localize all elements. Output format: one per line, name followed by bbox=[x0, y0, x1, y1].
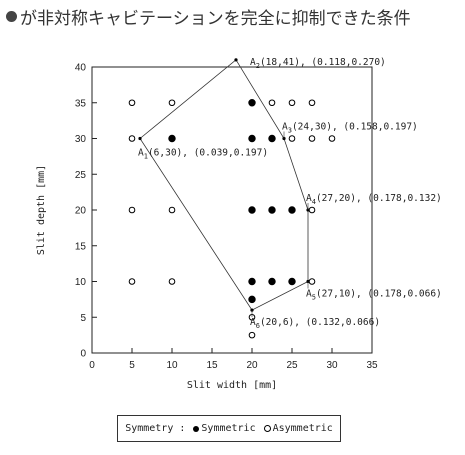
y-tick-label: 20 bbox=[75, 206, 87, 217]
boundary-region bbox=[138, 58, 310, 312]
symmetric-point bbox=[248, 134, 256, 143]
asymmetric-point bbox=[248, 331, 256, 339]
asymmetric-point bbox=[168, 206, 176, 214]
asymmetric-point bbox=[168, 99, 176, 107]
symmetric-point bbox=[268, 206, 276, 214]
chart-legend: Symmetry : Symmetric Asymmetric bbox=[117, 415, 341, 442]
symmetric-point bbox=[168, 134, 176, 143]
symmetric-point bbox=[288, 277, 296, 286]
symmetric-point bbox=[288, 206, 296, 214]
x-tick-label: 20 bbox=[246, 360, 258, 371]
x-tick-label: 15 bbox=[206, 360, 218, 371]
x-axis-label: Slit width [mm] bbox=[187, 380, 277, 391]
x-tick-label: 25 bbox=[286, 360, 298, 371]
y-tick-label: 15 bbox=[75, 241, 87, 252]
asymmetric-point bbox=[308, 206, 316, 214]
vertex-label: A1(6,30), (0.039,0.197) bbox=[138, 148, 268, 161]
symmetric-point bbox=[268, 134, 276, 143]
symmetric-point bbox=[248, 277, 256, 286]
vertex-label: A2(18,41), (0.118,0.270) bbox=[250, 57, 386, 70]
y-tick-label: 30 bbox=[75, 134, 87, 145]
vertex-label: A6(20,6), (0.132,0.066) bbox=[250, 317, 380, 330]
legend-asymmetric-label: Asymmetric bbox=[272, 423, 333, 434]
asymmetric-point bbox=[288, 99, 296, 107]
asymmetric-point bbox=[308, 135, 316, 142]
legend-prefix: Symmetry : bbox=[125, 423, 186, 434]
x-axis: 0 5 10 15 20 25 30 35 bbox=[89, 348, 378, 371]
vertex-label: A5(27,10), (0.178,0.066) bbox=[306, 289, 442, 302]
x-tick-label: 5 bbox=[129, 360, 135, 371]
symmetric-point bbox=[248, 295, 256, 304]
boundary-polygon bbox=[139, 59, 309, 311]
data-points bbox=[128, 99, 336, 339]
asymmetric-point bbox=[128, 99, 136, 107]
vertex-label: A3(24,30), (0.158,0.197) bbox=[282, 122, 418, 135]
legend-symmetric-label: Symmetric bbox=[201, 423, 256, 434]
y-tick-label: 40 bbox=[75, 63, 87, 74]
symmetric-point bbox=[248, 99, 256, 107]
y-axis-label: Slit depth [mm] bbox=[36, 165, 47, 255]
symmetric-point bbox=[268, 277, 276, 286]
legend-symmetric-marker bbox=[193, 425, 200, 432]
boundary-vertex bbox=[138, 136, 142, 141]
y-tick-label: 5 bbox=[80, 313, 86, 324]
vertex-label: A4(27,20), (0.178,0.132) bbox=[306, 193, 442, 206]
bullet-icon bbox=[6, 11, 17, 22]
page-heading: が非対称キャビテーションを完全に抑制できた条件 bbox=[6, 4, 411, 29]
x-tick-label: 30 bbox=[326, 360, 338, 371]
y-tick-label: 25 bbox=[75, 170, 87, 181]
asymmetric-point bbox=[168, 278, 176, 285]
y-tick-label: 10 bbox=[75, 277, 87, 288]
asymmetric-point bbox=[268, 99, 276, 107]
x-tick-label: 10 bbox=[166, 360, 178, 371]
asymmetric-point bbox=[308, 99, 316, 107]
x-tick-label: 35 bbox=[366, 360, 378, 371]
vertex-annotations: A1(6,30), (0.039,0.197) A2(18,41), (0.118… bbox=[138, 57, 442, 330]
y-tick-label: 0 bbox=[80, 349, 86, 360]
asymmetric-point bbox=[308, 278, 316, 285]
legend-asymmetric-marker bbox=[263, 425, 271, 432]
asymmetric-point bbox=[128, 206, 136, 214]
symmetric-point bbox=[248, 206, 256, 214]
y-axis: 0 5 10 15 20 25 30 35 40 bbox=[75, 63, 97, 360]
y-tick-label: 35 bbox=[75, 98, 87, 109]
x-tick-label: 0 bbox=[89, 360, 95, 371]
asymmetric-point bbox=[288, 135, 296, 142]
asymmetric-point bbox=[328, 135, 336, 142]
asymmetric-point bbox=[128, 278, 136, 285]
page-heading-text: が非対称キャビテーションを完全に抑制できた条件 bbox=[20, 9, 411, 29]
asymmetric-point bbox=[128, 135, 136, 142]
boundary-vertex bbox=[234, 58, 238, 62]
